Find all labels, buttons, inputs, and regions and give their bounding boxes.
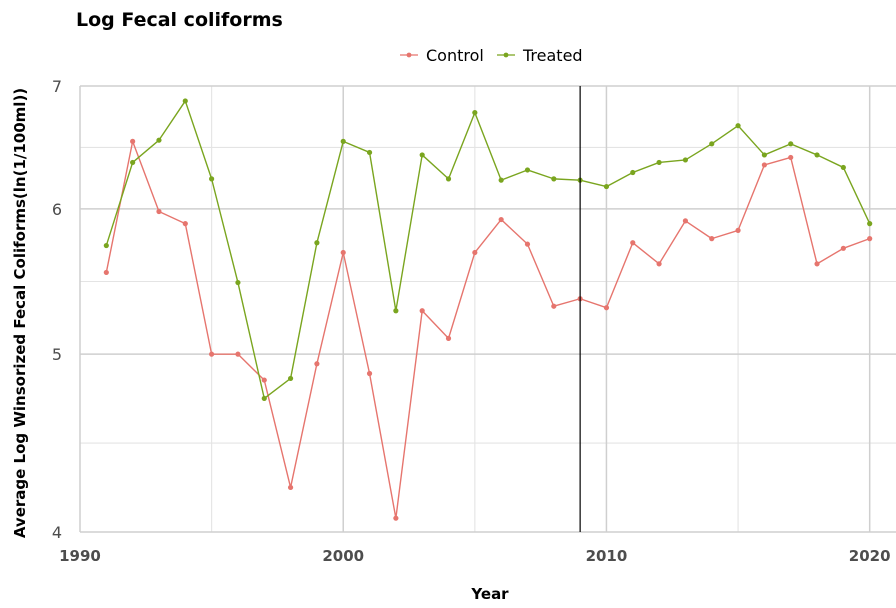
data-point-treated — [709, 141, 715, 147]
data-point-control — [761, 162, 767, 168]
chart-title: Log Fecal coliforms — [76, 9, 283, 31]
data-point-treated — [209, 176, 215, 182]
data-point-treated — [472, 110, 478, 116]
data-point-control — [498, 216, 504, 223]
data-point-treated — [867, 221, 873, 227]
data-point-treated — [314, 240, 320, 246]
x-tick-label: 2020 — [849, 547, 891, 565]
data-point-control — [340, 249, 346, 256]
data-point-treated — [551, 176, 557, 182]
data-point-control — [366, 370, 373, 377]
data-point-control — [472, 249, 478, 256]
data-point-treated — [393, 308, 399, 314]
grid — [79, 85, 896, 533]
data-point-treated — [419, 152, 425, 158]
data-point-control — [840, 245, 846, 251]
legend-treated-marker — [503, 52, 509, 58]
y-axis: 4 5 6 7 — [52, 77, 62, 542]
x-tick-label: 1990 — [59, 547, 101, 565]
data-point-control — [814, 261, 820, 267]
data-point-treated — [261, 395, 267, 402]
data-point-control — [867, 236, 873, 242]
data-point-treated — [761, 152, 767, 158]
data-point-treated — [682, 157, 689, 163]
data-point-control — [130, 138, 136, 144]
y-tick-label: 4 — [52, 523, 62, 542]
data-point-control — [656, 261, 662, 267]
series-layer — [103, 98, 873, 521]
data-point-control — [314, 361, 320, 367]
data-point-treated — [235, 279, 241, 286]
data-point-control — [630, 240, 636, 246]
x-tick-label: 2000 — [322, 547, 364, 565]
series-control — [103, 138, 873, 521]
data-point-treated — [103, 242, 109, 249]
y-tick-label: 6 — [52, 200, 62, 219]
data-point-treated — [445, 176, 452, 182]
legend-control-label: Control — [426, 46, 484, 65]
legend-control-marker — [406, 52, 412, 58]
data-point-control — [103, 269, 109, 276]
y-tick-label: 7 — [52, 77, 62, 96]
data-point-control — [603, 305, 610, 311]
y-tick-label: 5 — [52, 345, 62, 364]
x-axis: 1990 2000 2010 2020 — [59, 547, 890, 565]
series-control-line — [105, 140, 870, 519]
data-point-control — [156, 208, 162, 215]
data-point-treated — [182, 98, 188, 104]
data-point-treated — [366, 149, 373, 156]
data-point-treated — [130, 159, 136, 166]
data-point-control — [524, 241, 531, 247]
data-point-treated — [524, 167, 531, 173]
data-point-control — [182, 221, 188, 227]
data-point-treated — [735, 123, 741, 129]
data-point-control — [735, 227, 741, 233]
data-point-treated — [630, 169, 636, 176]
data-point-control — [788, 154, 794, 161]
data-point-control — [235, 351, 241, 357]
series-treated — [103, 98, 873, 402]
data-point-treated — [656, 159, 662, 166]
data-point-treated — [840, 164, 846, 171]
data-point-treated — [340, 138, 346, 144]
data-point-control — [682, 218, 689, 224]
x-tick-label: 2010 — [586, 547, 628, 565]
legend-treated-label: Treated — [522, 46, 583, 65]
data-point-treated — [498, 177, 504, 183]
legend: Control Treated — [400, 46, 583, 65]
data-point-treated — [788, 141, 794, 147]
data-point-treated — [287, 375, 294, 382]
y-axis-title: Average Log Winsorized Fecal Coliforms(l… — [11, 88, 29, 538]
data-point-control — [261, 377, 267, 383]
data-point-control — [709, 236, 715, 242]
data-point-treated — [603, 183, 610, 190]
data-point-control — [419, 308, 425, 314]
data-point-control — [551, 303, 557, 309]
data-point-control — [209, 351, 215, 357]
data-point-control — [287, 484, 294, 491]
data-point-treated — [156, 137, 162, 143]
series-treated-line — [105, 100, 871, 400]
x-axis-title: Year — [470, 585, 509, 603]
data-point-treated — [814, 152, 820, 158]
data-point-control — [445, 335, 452, 341]
data-point-control — [393, 515, 399, 521]
